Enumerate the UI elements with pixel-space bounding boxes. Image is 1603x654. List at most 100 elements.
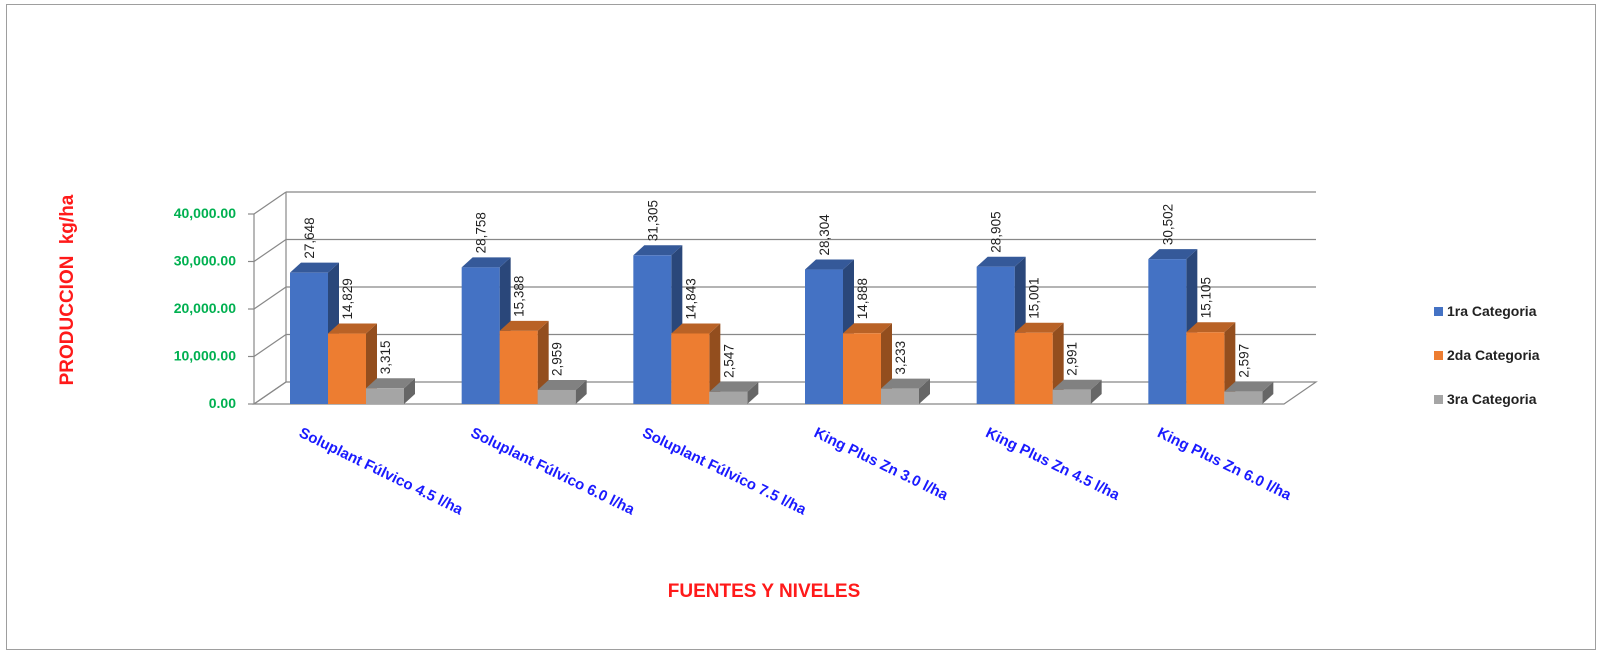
data-label: 28,905 <box>989 211 1004 252</box>
legend: 1ra Categoria 2da Categoria 3ra Categori… <box>1434 300 1540 432</box>
y-tick-labels: 0.00 10,000.00 20,000.00 30,000.00 40,000.00 <box>174 205 237 411</box>
bar-front <box>1148 259 1187 404</box>
y-tick-label: 10,000.00 <box>174 348 236 364</box>
chart-frame <box>6 4 1596 650</box>
data-label: 15,001 <box>1027 277 1042 318</box>
bar <box>709 381 759 404</box>
bar-side <box>404 378 415 404</box>
legend-label-3ra: 3ra Categoria <box>1447 391 1537 407</box>
bar-front <box>537 389 576 404</box>
bar-top <box>366 378 415 389</box>
legend-item-2da: 2da Categoria <box>1434 344 1540 366</box>
bar <box>1224 381 1274 404</box>
y-tick-label: 0.00 <box>209 395 236 411</box>
bar <box>671 323 721 404</box>
data-label: 14,843 <box>683 278 698 319</box>
bar-front <box>499 330 538 404</box>
legend-swatch-3ra <box>1434 394 1443 404</box>
x-tick-label: King Plus Zn 3.0 l/ha <box>811 424 951 504</box>
data-label: 3,315 <box>378 340 393 374</box>
gridline-diag <box>253 286 287 310</box>
legend-label-1ra: 1ra Categoria <box>1447 303 1537 319</box>
data-label: 28,304 <box>817 214 832 256</box>
bar-front <box>1224 391 1263 404</box>
y-tick-label: 20,000.00 <box>174 300 236 316</box>
y-tick-label: 30,000.00 <box>174 253 236 269</box>
x-tick-labels: Soluplant Fúlvico 4.5 l/ha Soluplant Fúlv… <box>296 424 1294 518</box>
y-axis-title: PRODUCCION kg/ha <box>57 194 78 386</box>
bar-side <box>747 381 759 404</box>
data-label: 14,888 <box>855 278 870 319</box>
bar <box>1148 249 1198 404</box>
bar <box>881 378 930 404</box>
bar-front <box>843 333 881 404</box>
bar-top <box>709 381 759 392</box>
bar-top <box>1148 249 1198 260</box>
x-tick-label: King Plus Zn 6.0 l/ha <box>1155 424 1295 504</box>
bar-front <box>881 388 919 404</box>
data-label: 3,233 <box>893 341 908 375</box>
data-label: 2,547 <box>721 344 736 378</box>
data-label: 2,959 <box>550 342 565 376</box>
data-label: 14,829 <box>340 278 355 319</box>
data-label: 31,305 <box>645 200 660 241</box>
bar-top <box>328 323 377 334</box>
bar-front <box>671 333 710 404</box>
bar-front <box>461 267 500 404</box>
bar-front <box>290 272 328 404</box>
y-tick-label: 40,000.00 <box>174 205 236 221</box>
bar-side <box>919 378 930 404</box>
bar-side <box>1224 322 1236 404</box>
x-tick-label: Soluplant Fúlvico 7.5 l/ha <box>640 424 810 518</box>
data-label: 30,502 <box>1160 204 1175 245</box>
bar <box>537 379 587 404</box>
legend-swatch-1ra <box>1434 306 1443 316</box>
bar-front <box>1186 332 1225 404</box>
bar-front <box>328 333 366 404</box>
legend-label-2da: 2da Categoria <box>1447 347 1540 363</box>
bar-top <box>1186 322 1236 333</box>
data-label: 15,388 <box>512 276 527 317</box>
bar-top <box>1052 379 1102 390</box>
bar-top <box>290 262 339 273</box>
bar-top <box>633 245 683 256</box>
bar-front <box>709 391 748 404</box>
bar-front <box>805 269 843 404</box>
bar-front <box>976 266 1015 404</box>
legend-item-3ra: 3ra Categoria <box>1434 388 1540 410</box>
bar-side <box>1262 381 1274 404</box>
bar-top <box>499 320 549 331</box>
bar-side <box>1090 379 1102 404</box>
bar <box>366 378 415 404</box>
legend-swatch-2da <box>1434 350 1443 360</box>
bar-top <box>881 378 930 389</box>
gridline-diag <box>253 334 287 357</box>
data-labels: 27,648 14,829 3,315 28,758 15,388 2,959 31,305… <box>302 200 1251 378</box>
bar-front <box>633 255 672 404</box>
bar <box>1186 322 1236 404</box>
bar-layer <box>290 245 1274 404</box>
bar-top <box>461 257 511 268</box>
data-label: 2,597 <box>1236 344 1251 378</box>
x-tick-label: Soluplant Fúlvico 4.5 l/ha <box>296 424 466 518</box>
bar <box>328 323 377 404</box>
bar-front <box>1014 332 1053 404</box>
gridline-diag <box>253 191 287 215</box>
data-label: 15,105 <box>1198 277 1213 318</box>
bar-side <box>709 323 721 404</box>
bar-top <box>843 323 892 334</box>
data-label: 28,758 <box>474 212 489 253</box>
floor <box>252 381 1318 405</box>
gridline-diag <box>253 239 287 262</box>
bar-top <box>1224 381 1274 392</box>
bar-front <box>1052 389 1091 404</box>
x-tick-label: Soluplant Fúlvico 6.0 l/ha <box>468 424 638 518</box>
x-axis-title: FUENTES Y NIVELES <box>667 581 861 602</box>
bar <box>1052 379 1102 404</box>
bar-top <box>1014 322 1064 333</box>
bar-top <box>671 323 721 334</box>
grid-layer <box>248 191 1318 405</box>
data-label: 2,991 <box>1065 342 1080 376</box>
bar-side <box>575 379 587 404</box>
